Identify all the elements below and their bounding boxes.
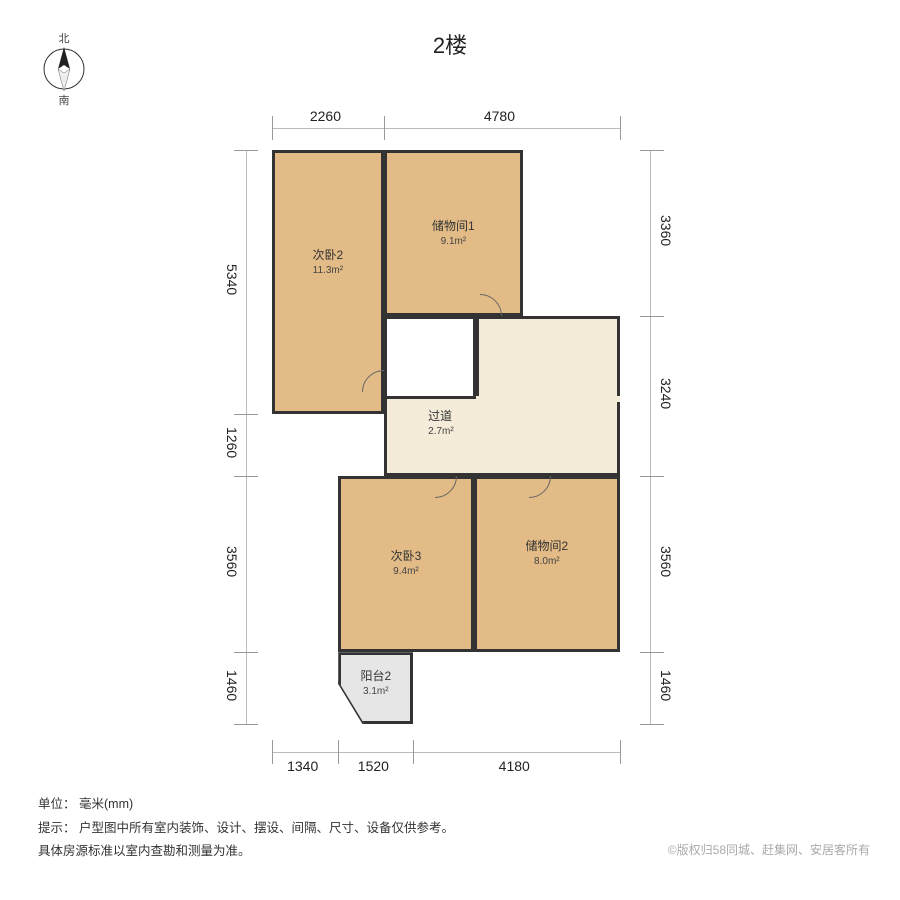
floorplan: 过道2.7m² 次卧211.3m²储物间19.1m² 次卧39.4m²储物间28.0… <box>0 0 900 900</box>
dimension-4780: 4780 <box>484 108 515 124</box>
copyright-text: ©版权归58同城、赶集网、安居客所有 <box>668 841 870 858</box>
room-label-bedroom3: 次卧39.4m² <box>341 547 470 577</box>
dimension-5340: 5340 <box>224 264 240 295</box>
hint-label: 提示： <box>38 821 76 835</box>
room-label-balcony2: 阳台23.1m² <box>341 667 410 697</box>
dimension-3560: 3560 <box>658 546 674 577</box>
room-label-storage2: 储物间28.0m² <box>477 537 617 567</box>
room-storage1: 储物间19.1m² <box>384 150 523 316</box>
dimension-1460: 1460 <box>224 670 240 701</box>
dimension-1260: 1260 <box>224 427 240 458</box>
room-label-storage1: 储物间19.1m² <box>387 217 520 247</box>
unit-value: 毫米(mm) <box>79 797 133 811</box>
room-label-bedroom2: 次卧211.3m² <box>275 246 381 276</box>
room-balcony2: 阳台23.1m² <box>338 652 413 724</box>
room-bedroom3: 次卧39.4m² <box>338 476 473 652</box>
dimension-4180: 4180 <box>499 758 530 774</box>
dimension-3360: 3360 <box>658 215 674 246</box>
void-area <box>384 316 476 399</box>
dimension-1460: 1460 <box>658 670 674 701</box>
dimension-1340: 1340 <box>287 758 318 774</box>
room-storage2: 储物间28.0m² <box>474 476 620 652</box>
dimension-1520: 1520 <box>358 758 389 774</box>
dimension-2260: 2260 <box>310 108 341 124</box>
room-hall_ext <box>476 316 620 405</box>
dimension-3240: 3240 <box>658 378 674 409</box>
dimension-3560: 3560 <box>224 546 240 577</box>
footer-note: 具体房源标准以室内查勘和测量为准。 <box>38 840 454 864</box>
room-label-hall: 过道2.7m² <box>428 407 454 437</box>
room-bedroom2: 次卧211.3m² <box>272 150 384 414</box>
footer-block: 单位： 毫米(mm) 提示： 户型图中所有室内装饰、设计、摆设、间隔、尺寸、设备… <box>38 793 454 864</box>
hint-value: 户型图中所有室内装饰、设计、摆设、间隔、尺寸、设备仅供参考。 <box>79 821 454 835</box>
unit-label: 单位： <box>38 797 76 811</box>
room-hall: 过道2.7m² <box>384 399 620 476</box>
